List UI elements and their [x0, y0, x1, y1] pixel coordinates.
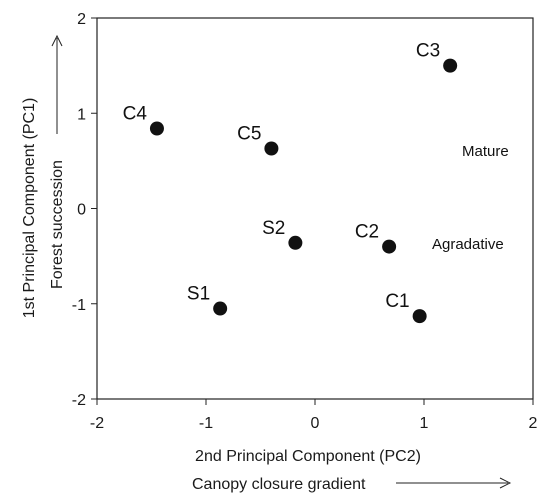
y-tick-label: -2 — [72, 392, 86, 409]
y-tick-label: 0 — [77, 202, 86, 219]
data-points: C3 C4 C5 S2 C2 S1 C1 — [123, 41, 458, 324]
plot-frame — [96, 17, 534, 400]
annotation-agradative: Agradative — [432, 236, 504, 253]
x-gradient-arrow — [396, 477, 512, 489]
point-label-c1: C1 — [385, 291, 409, 312]
x-axis-title: 2nd Principal Component (PC2) — [195, 448, 421, 465]
y-succession-arrow — [51, 34, 63, 134]
y-axis-ticks: -2 -1 0 1 2 — [72, 11, 97, 409]
point-label-s1: S1 — [187, 284, 210, 305]
data-point-c2 — [382, 239, 397, 254]
point-label-c2: C2 — [355, 222, 379, 243]
y-tick-label: -1 — [72, 297, 86, 314]
data-point-c3 — [443, 58, 458, 73]
annotation-mature: Mature — [462, 143, 509, 160]
x-axis-subtitle: Canopy closure gradient — [192, 476, 366, 493]
x-tick-label: 2 — [529, 415, 538, 432]
y-axis-title: 1st Principal Component (PC1) — [21, 98, 38, 319]
data-point-s1 — [213, 301, 228, 316]
data-point-c5 — [264, 141, 279, 156]
y-axis-subtitle: Forest succession — [49, 160, 66, 289]
y-tick-label: 1 — [77, 106, 86, 123]
x-tick-label: -2 — [90, 415, 104, 432]
x-tick-label: 0 — [311, 415, 320, 432]
y-tick-label: 2 — [77, 11, 86, 28]
x-tick-label: -1 — [199, 415, 213, 432]
point-label-c5: C5 — [237, 123, 261, 144]
data-point-c1 — [412, 309, 427, 324]
data-point-s2 — [288, 235, 303, 250]
data-point-c4 — [149, 121, 164, 136]
point-label-c4: C4 — [123, 103, 148, 124]
point-label-c3: C3 — [416, 41, 440, 62]
x-axis-ticks: -2 -1 0 1 2 — [90, 399, 538, 432]
point-label-s2: S2 — [262, 218, 285, 239]
x-tick-label: 1 — [420, 415, 429, 432]
